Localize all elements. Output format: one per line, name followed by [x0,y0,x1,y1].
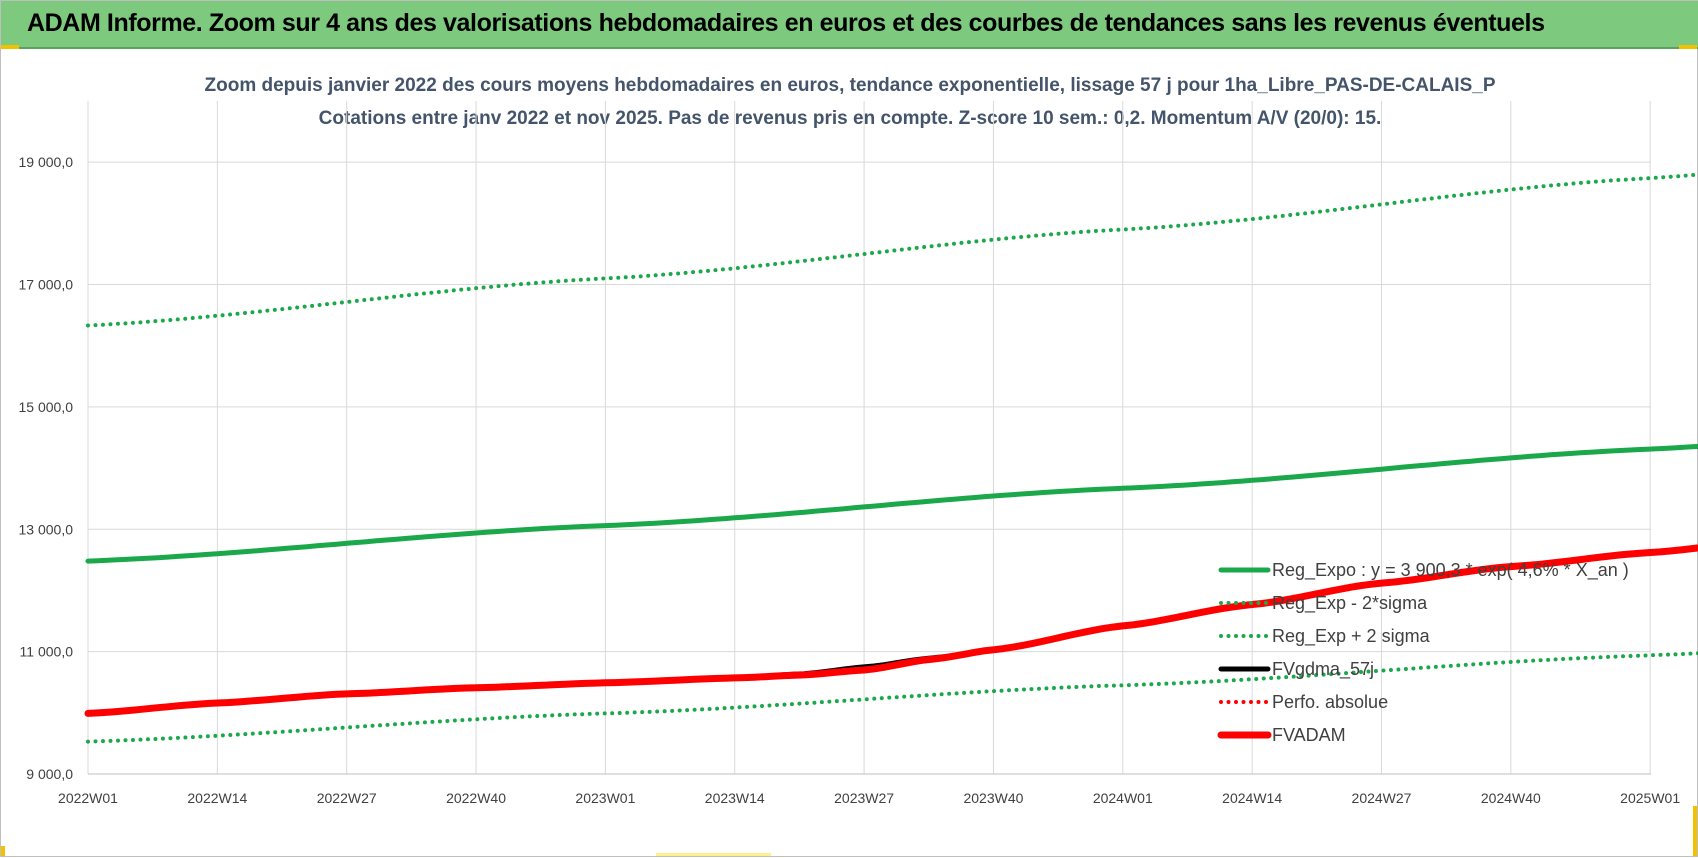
x-tick-label: 2025W01 [1620,790,1680,806]
series-line-2 [88,128,1698,326]
y-tick-label: 11 000,0 [20,644,74,660]
series-line-0 [88,410,1698,561]
x-tick-label: 2023W40 [963,790,1023,806]
x-tick-label: 2022W01 [58,790,118,806]
legend-label-2: Reg_Exp + 2 sigma [1272,626,1431,647]
legend-label-5: FVADAM [1272,725,1346,745]
x-tick-label: 2023W01 [575,790,635,806]
x-tick-label: 2024W40 [1481,790,1541,806]
series-lines [88,128,1698,742]
x-tick-label: 2023W27 [834,790,894,806]
y-tick-label: 19 000,0 [19,154,74,170]
y-tick-label: 15 000,0 [19,399,74,415]
chart-title: Zoom depuis janvier 2022 des cours moyen… [205,75,1496,96]
x-tick-label: 2024W01 [1093,790,1153,806]
x-tick-label: 2024W14 [1222,790,1282,806]
x-tick-label: 2022W40 [446,790,506,806]
series-line-1 [88,626,1698,742]
x-tick-label: 2023W14 [705,790,765,806]
legend: Reg_Expo : y = 3 900,3 * exp( 4,6% * X_a… [1221,560,1629,745]
legend-label-0: Reg_Expo : y = 3 900,3 * exp( 4,6% * X_a… [1272,560,1629,581]
axes: 9 000,0 11 000,0 13 000,0 15 000,0 17 000,0 1… [19,154,1698,806]
legend-label-4: Perfo. absolue [1272,692,1388,712]
chart-subtitle: Cotations entre janv 2022 et nov 2025. P… [319,108,1382,129]
y-tick-label: 9 000,0 [26,766,73,782]
x-tick-label: 2022W14 [187,790,247,806]
x-tick-label: 2024W27 [1352,790,1412,806]
grid [88,101,1698,774]
legend-label-1: Reg_Exp - 2*sigma [1272,593,1428,614]
legend-label-3: FVgdma_57j [1272,659,1374,680]
x-tick-label: 2022W27 [317,790,377,806]
y-tick-label: 13 000,0 [19,521,74,537]
y-tick-label: 17 000,0 [19,277,74,293]
